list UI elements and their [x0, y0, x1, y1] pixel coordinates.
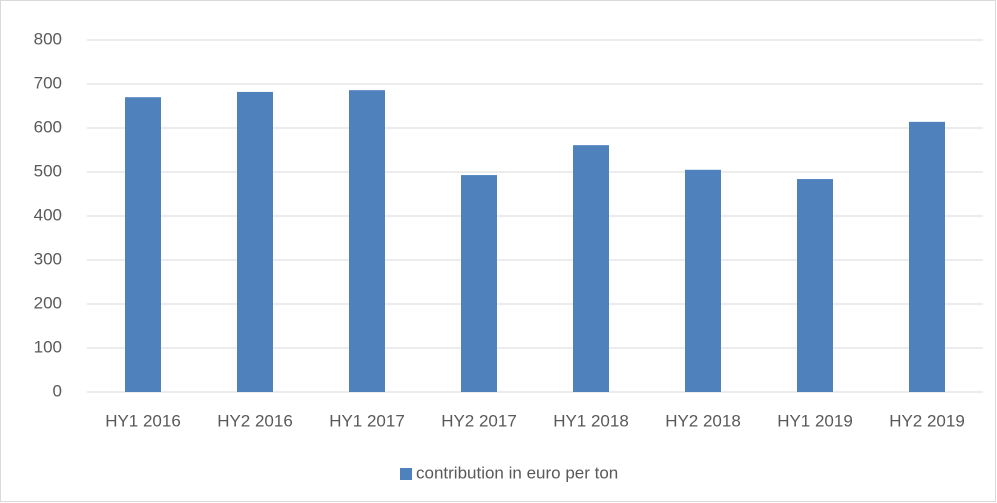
bar [909, 121, 945, 392]
y-tick-label: 200 [34, 293, 62, 312]
bar [797, 179, 833, 392]
x-tick-label: HY2 2017 [441, 411, 517, 430]
bar [685, 169, 721, 392]
bar [573, 145, 609, 392]
bar [349, 90, 385, 392]
bar [461, 175, 497, 392]
x-tick-label: HY2 2019 [889, 411, 965, 430]
y-tick-label: 400 [34, 205, 62, 224]
x-tick-label: HY1 2019 [777, 411, 853, 430]
y-tick-label: 300 [34, 249, 62, 268]
x-tick-label: HY1 2017 [329, 411, 405, 430]
legend-swatch [400, 468, 412, 480]
y-tick-label: 600 [34, 117, 62, 136]
y-tick-label: 500 [34, 161, 62, 180]
x-tick-label: HY1 2016 [105, 411, 181, 430]
y-tick-label: 0 [53, 381, 62, 400]
y-tick-label: 800 [34, 29, 62, 48]
legend-label: contribution in euro per ton [416, 463, 618, 482]
y-tick-label: 700 [34, 73, 62, 92]
bar [125, 97, 161, 392]
bar [237, 91, 273, 393]
x-tick-label: HY2 2018 [665, 411, 741, 430]
x-tick-label: HY2 2016 [217, 411, 293, 430]
y-tick-label: 100 [34, 337, 62, 356]
x-tick-label: HY1 2018 [553, 411, 629, 430]
